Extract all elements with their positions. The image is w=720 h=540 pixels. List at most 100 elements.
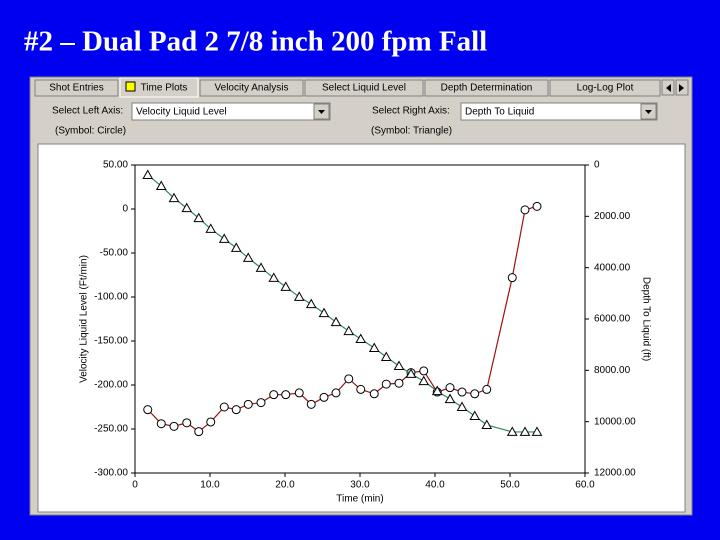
data-point xyxy=(231,405,241,415)
y-tick-label: 0 xyxy=(122,204,128,215)
data-point xyxy=(168,192,180,203)
data-point xyxy=(445,383,455,393)
tab-label: Shot Entries xyxy=(49,83,103,94)
data-point xyxy=(344,374,354,384)
tab-label: Depth Determination xyxy=(441,83,533,94)
data-point xyxy=(431,385,443,396)
tab-label: Select Liquid Level xyxy=(322,83,406,94)
data-point xyxy=(155,180,167,191)
x-tick-label: 50.0 xyxy=(500,480,520,491)
data-point xyxy=(531,426,543,436)
data-point xyxy=(481,419,493,430)
tab[interactable] xyxy=(119,77,199,98)
x-tick-label: 60.0 xyxy=(575,480,595,491)
data-point xyxy=(182,418,192,428)
data-point xyxy=(356,384,366,394)
x-tick-label: 30.0 xyxy=(350,480,370,491)
y2-tick-label: 10000.00 xyxy=(594,416,636,427)
y2-tick-label: 8000.00 xyxy=(594,365,631,376)
data-point xyxy=(418,375,430,386)
data-point xyxy=(343,325,355,336)
tab[interactable] xyxy=(424,79,549,97)
y2-axis-title: Depth To Liquid (ft) xyxy=(640,277,651,361)
data-point xyxy=(142,169,154,180)
y-tick-label: -200.00 xyxy=(94,380,128,391)
data-point xyxy=(381,379,391,389)
y-tick-label: -100.00 xyxy=(94,292,128,303)
data-point xyxy=(243,399,253,409)
data-point xyxy=(206,417,216,427)
x-tick-label: 0 xyxy=(132,480,138,491)
y2-tick-label: 6000.00 xyxy=(594,314,631,325)
tab-label: Log-Log Plot xyxy=(577,83,634,94)
slide-title: #2 – Dual Pad 2 7/8 inch 200 fpm Fall xyxy=(24,26,487,58)
data-point xyxy=(256,398,266,408)
data-point xyxy=(205,223,217,233)
data-point xyxy=(331,388,341,398)
y2-tick-label: 12000.00 xyxy=(594,468,636,479)
data-point xyxy=(143,405,153,415)
y-tick-label: -50.00 xyxy=(100,248,129,259)
data-point xyxy=(507,273,517,283)
data-point xyxy=(268,272,280,282)
left-axis-select[interactable] xyxy=(131,102,331,121)
dropdown-arrow xyxy=(318,110,325,114)
data-point xyxy=(506,426,518,436)
y-tick-label: -150.00 xyxy=(94,336,128,347)
tab[interactable] xyxy=(304,79,424,97)
data-point xyxy=(280,281,292,291)
data-point xyxy=(470,389,480,399)
data-point xyxy=(169,421,179,431)
data-point xyxy=(532,201,542,211)
data-point xyxy=(368,342,380,353)
dropdown-arrow xyxy=(645,110,652,114)
scroll-arrows xyxy=(666,84,684,92)
x-tick-label: 20.0 xyxy=(275,480,295,491)
y-tick-label: 50.00 xyxy=(103,160,128,171)
tab-label: Velocity Analysis xyxy=(215,83,289,94)
y2-tick-label: 4000.00 xyxy=(594,262,631,273)
x-tick-label: 10.0 xyxy=(200,480,220,491)
data-point xyxy=(380,351,392,361)
left-symbol: (Symbol: Circle) xyxy=(55,126,126,137)
right-axis-value: Depth To Liquid xyxy=(465,107,534,118)
data-point xyxy=(369,389,379,399)
data-point xyxy=(419,366,429,376)
data-point xyxy=(181,202,193,213)
data-point xyxy=(230,242,242,252)
data-point xyxy=(306,399,316,409)
y2-tick-label: 0 xyxy=(594,160,600,171)
left-axis-label: Select Left Axis: xyxy=(52,106,123,117)
data-point xyxy=(457,387,467,397)
tab-label: Time Plots xyxy=(141,83,188,94)
tab[interactable] xyxy=(549,79,661,97)
data-point xyxy=(269,390,279,400)
data-point xyxy=(519,426,531,436)
data-point xyxy=(393,360,405,370)
data-point xyxy=(319,392,329,402)
data-point xyxy=(394,378,404,388)
data-point xyxy=(330,316,342,327)
y2-tick-label: 2000.00 xyxy=(594,211,631,222)
right-symbol: (Symbol: Triangle) xyxy=(371,126,452,137)
data-point xyxy=(242,252,254,262)
x-tick-label: 40.0 xyxy=(425,480,445,491)
data-point xyxy=(219,402,229,412)
data-point xyxy=(520,205,530,215)
tab[interactable] xyxy=(199,79,304,97)
tab[interactable] xyxy=(34,79,119,97)
data-point xyxy=(218,233,230,243)
y-axis-title: Velocity Liquid Level (Ft/min) xyxy=(79,255,90,383)
data-point xyxy=(405,368,417,378)
plot-panel xyxy=(37,143,686,513)
data-point xyxy=(255,262,267,272)
data-point xyxy=(482,384,492,394)
y-tick-label: -250.00 xyxy=(94,424,128,435)
data-point xyxy=(293,291,305,301)
right-axis-select[interactable] xyxy=(460,102,658,121)
data-point xyxy=(294,388,304,398)
data-point xyxy=(469,410,481,421)
data-point xyxy=(194,427,204,437)
right-axis-label: Select Right Axis: xyxy=(372,106,450,117)
tab-icon xyxy=(125,81,136,92)
